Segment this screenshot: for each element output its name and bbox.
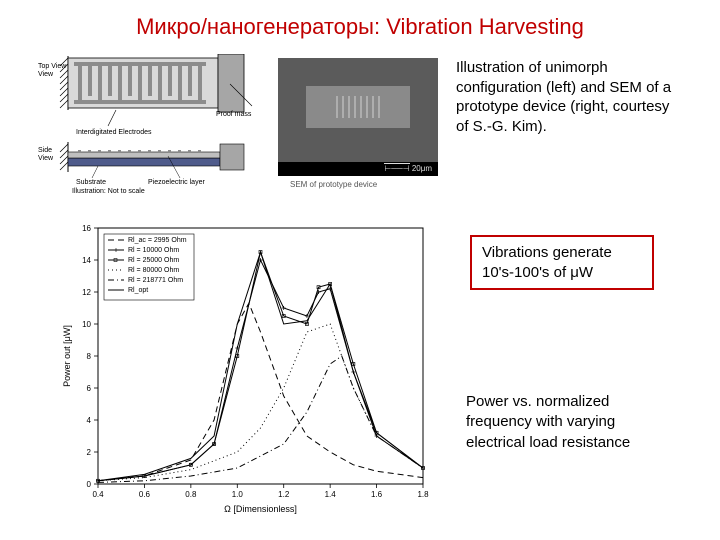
svg-text:Rl_ac = 2995 Ohm: Rl_ac = 2995 Ohm bbox=[128, 237, 187, 244]
svg-text:Rl = 10000 Ohm: Rl = 10000 Ohm bbox=[128, 247, 179, 254]
side-view bbox=[60, 142, 244, 172]
svg-text:1.8: 1.8 bbox=[417, 490, 429, 499]
highlight-box: Vibrations generate 10's-100's of μW bbox=[470, 235, 654, 290]
svg-text:Rl = 218771 Ohm: Rl = 218771 Ohm bbox=[128, 277, 183, 284]
top-view bbox=[60, 54, 244, 112]
substrate-label: Substrate bbox=[76, 179, 106, 186]
slide-title: Микро/наногенераторы: Vibration Harvesti… bbox=[0, 14, 720, 40]
power-frequency-chart: 0.4 0.6 0.8 1.0 1.2 1.4 1.6 1.8 0 2 4 6 8 10 12 14 16 Ω [… bbox=[58, 218, 433, 518]
sem-scale-bar: ⊢──⊣ 20μm bbox=[278, 162, 438, 176]
svg-text:16: 16 bbox=[82, 224, 91, 233]
svg-text:12: 12 bbox=[82, 288, 91, 297]
svg-text:1.2: 1.2 bbox=[278, 490, 290, 499]
sem-caption: SEM of prototype device bbox=[290, 180, 377, 189]
svg-text:Rl_opt: Rl_opt bbox=[128, 287, 148, 294]
svg-text:Power out [μW]: Power out [μW] bbox=[62, 325, 72, 387]
sem-image: ⊢──⊣ 20μm bbox=[278, 58, 438, 176]
svg-text:0: 0 bbox=[87, 480, 92, 489]
chart-caption: Power vs. normalized frequency with vary… bbox=[466, 392, 676, 453]
top-right-caption: Illustration of unimorph configuration (… bbox=[456, 58, 682, 136]
svg-text:0.4: 0.4 bbox=[92, 490, 104, 499]
svg-text:Ω [Dimensionless]: Ω [Dimensionless] bbox=[224, 504, 297, 514]
svg-text:1.0: 1.0 bbox=[232, 490, 244, 499]
svg-text:2: 2 bbox=[87, 448, 92, 457]
svg-text:1.4: 1.4 bbox=[325, 490, 337, 499]
svg-text:Rl = 25000 Ohm: Rl = 25000 Ohm bbox=[128, 257, 179, 264]
svg-text:Rl = 80000 Ohm: Rl = 80000 Ohm bbox=[128, 267, 179, 274]
svg-text:0.8: 0.8 bbox=[185, 490, 197, 499]
unimorph-illustration: Top View View Interdigitated Electrodes … bbox=[38, 54, 263, 194]
proof-mass-label: Proof mass bbox=[216, 111, 252, 118]
svg-text:View: View bbox=[38, 155, 54, 162]
svg-text:View: View bbox=[38, 71, 54, 78]
svg-text:8: 8 bbox=[87, 352, 92, 361]
top-view-label: Top View bbox=[38, 63, 67, 70]
svg-text:1.6: 1.6 bbox=[371, 490, 383, 499]
svg-text:14: 14 bbox=[82, 256, 91, 265]
side-view-label: Side bbox=[38, 147, 52, 154]
electrodes-label: Interdigitated Electrodes bbox=[76, 129, 152, 136]
svg-text:6: 6 bbox=[87, 384, 92, 393]
svg-text:4: 4 bbox=[87, 416, 92, 425]
not-scale-label: Illustration: Not to scale bbox=[72, 188, 145, 194]
piezo-label: Piezoelectric layer bbox=[148, 179, 205, 186]
svg-text:10: 10 bbox=[82, 320, 91, 329]
svg-text:0.6: 0.6 bbox=[139, 490, 151, 499]
